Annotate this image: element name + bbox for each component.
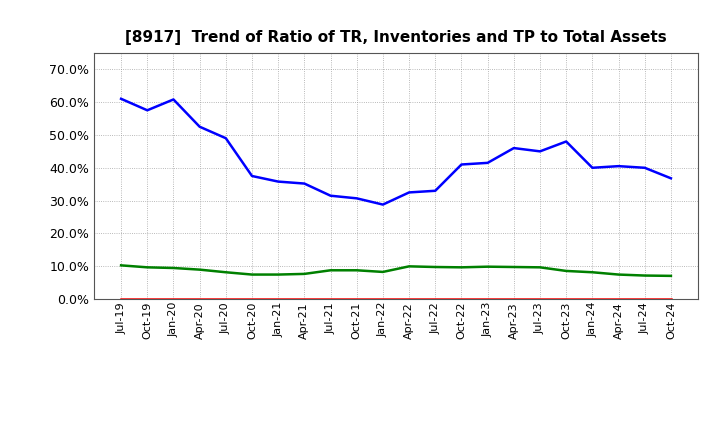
- Inventories: [169, 97, 178, 102]
- Inventories: [510, 146, 518, 151]
- Inventories: [195, 124, 204, 129]
- Trade Payables: [117, 263, 125, 268]
- Trade Receivables: [195, 296, 204, 301]
- Trade Payables: [483, 264, 492, 269]
- Inventories: [640, 165, 649, 170]
- Trade Payables: [169, 265, 178, 271]
- Line: Inventories: Inventories: [121, 99, 671, 205]
- Line: Trade Payables: Trade Payables: [121, 265, 671, 276]
- Trade Receivables: [640, 296, 649, 301]
- Trade Payables: [326, 268, 335, 273]
- Inventories: [483, 160, 492, 165]
- Trade Receivables: [117, 296, 125, 301]
- Trade Receivables: [431, 296, 440, 301]
- Trade Payables: [195, 267, 204, 272]
- Trade Receivables: [326, 296, 335, 301]
- Trade Payables: [536, 265, 544, 270]
- Trade Payables: [352, 268, 361, 273]
- Trade Payables: [274, 272, 282, 277]
- Inventories: [379, 202, 387, 207]
- Trade Receivables: [483, 296, 492, 301]
- Trade Payables: [300, 271, 309, 277]
- Trade Receivables: [300, 296, 309, 301]
- Trade Receivables: [667, 296, 675, 301]
- Trade Receivables: [222, 296, 230, 301]
- Trade Receivables: [457, 296, 466, 301]
- Trade Receivables: [405, 296, 413, 301]
- Trade Receivables: [614, 296, 623, 301]
- Inventories: [536, 149, 544, 154]
- Trade Payables: [588, 270, 597, 275]
- Trade Payables: [640, 273, 649, 278]
- Trade Payables: [405, 264, 413, 269]
- Inventories: [326, 193, 335, 198]
- Trade Receivables: [274, 296, 282, 301]
- Trade Payables: [379, 269, 387, 275]
- Inventories: [614, 164, 623, 169]
- Title: [8917]  Trend of Ratio of TR, Inventories and TP to Total Assets: [8917] Trend of Ratio of TR, Inventories…: [125, 29, 667, 45]
- Inventories: [143, 108, 152, 113]
- Trade Payables: [510, 264, 518, 270]
- Trade Payables: [431, 264, 440, 270]
- Trade Payables: [667, 273, 675, 279]
- Inventories: [222, 136, 230, 141]
- Trade Receivables: [352, 296, 361, 301]
- Inventories: [667, 176, 675, 181]
- Trade Payables: [614, 272, 623, 277]
- Trade Receivables: [143, 296, 152, 301]
- Inventories: [352, 196, 361, 201]
- Inventories: [300, 181, 309, 186]
- Trade Payables: [143, 265, 152, 270]
- Trade Receivables: [510, 296, 518, 301]
- Trade Payables: [457, 265, 466, 270]
- Trade Receivables: [536, 296, 544, 301]
- Inventories: [457, 162, 466, 167]
- Inventories: [274, 179, 282, 184]
- Trade Receivables: [169, 296, 178, 301]
- Inventories: [405, 190, 413, 195]
- Trade Receivables: [562, 296, 570, 301]
- Inventories: [562, 139, 570, 144]
- Inventories: [431, 188, 440, 194]
- Trade Payables: [222, 270, 230, 275]
- Trade Receivables: [248, 296, 256, 301]
- Inventories: [117, 96, 125, 102]
- Inventories: [248, 173, 256, 179]
- Trade Payables: [562, 268, 570, 274]
- Trade Receivables: [588, 296, 597, 301]
- Trade Payables: [248, 272, 256, 277]
- Inventories: [588, 165, 597, 170]
- Trade Receivables: [379, 296, 387, 301]
